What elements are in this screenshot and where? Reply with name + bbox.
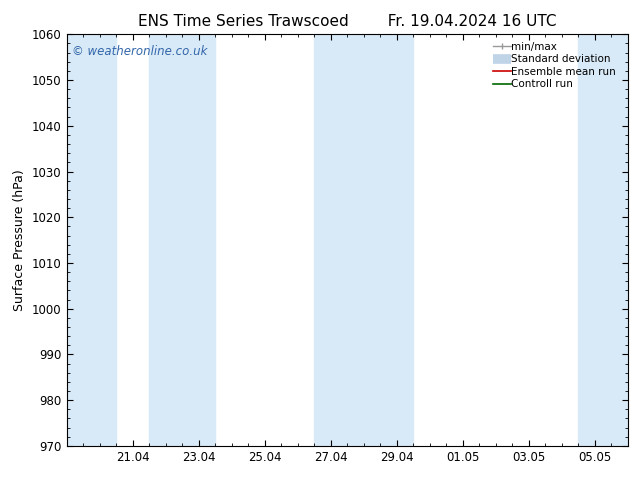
Bar: [578, 34, 628, 446]
Title: ENS Time Series Trawscoed        Fr. 19.04.2024 16 UTC: ENS Time Series Trawscoed Fr. 19.04.2024…: [138, 14, 557, 29]
Y-axis label: Surface Pressure (hPa): Surface Pressure (hPa): [13, 169, 27, 311]
Bar: [149, 34, 215, 446]
Bar: [67, 34, 116, 446]
Legend: min/max, Standard deviation, Ensemble mean run, Controll run: min/max, Standard deviation, Ensemble me…: [491, 40, 623, 92]
Text: © weatheronline.co.uk: © weatheronline.co.uk: [72, 45, 207, 58]
Bar: [314, 34, 413, 446]
